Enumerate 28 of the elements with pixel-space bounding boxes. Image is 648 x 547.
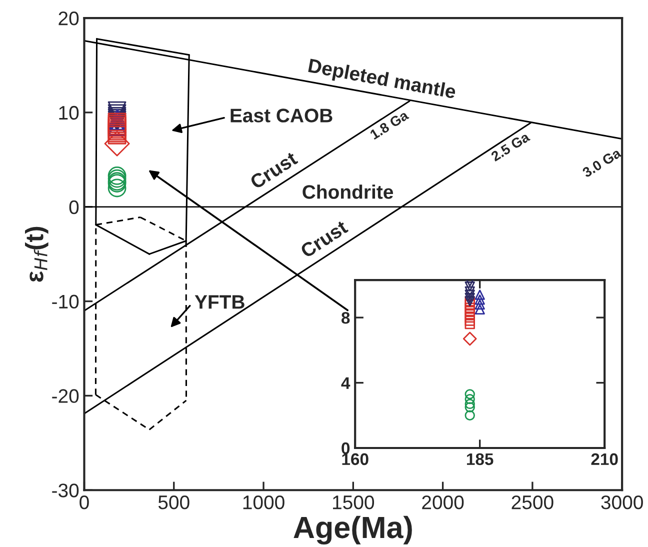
annotation: YFTB [194, 295, 244, 309]
annotation: East CAOB [230, 108, 332, 122]
annotation: 3.0 Ga [582, 147, 622, 178]
x-tick-label: 2500 [512, 495, 554, 510]
x-tick-label: 210 [591, 453, 618, 466]
x-tick-label: 1000 [243, 495, 284, 510]
annotation: 2.5 Ga [490, 131, 531, 162]
x-tick-label: 3000 [601, 495, 643, 510]
text: Depleted mantle [307, 58, 457, 103]
y-tick-label: 8 [342, 312, 350, 324]
x-tick-label: 1500 [333, 495, 374, 510]
x-tick-label: 2000 [422, 495, 464, 510]
y-tick-label: 0 [342, 442, 350, 454]
y-tick-label: -10 [52, 294, 79, 309]
y-tick-label: 10 [59, 106, 79, 120]
x-tick-label: 185 [466, 453, 494, 466]
y-tick-label: 4 [341, 377, 350, 389]
x-tick-label: 500 [158, 495, 190, 510]
x-axis-title: Age(Ma) [294, 516, 412, 544]
y-tick-label: 20 [58, 12, 79, 26]
y-tick-label: -30 [52, 484, 79, 498]
x-tick-label: 160 [342, 453, 368, 466]
annotation: 1.8 Ga [369, 110, 410, 140]
ref-line-label: Chondrite [302, 184, 394, 199]
y-axis-title: ε$_{Hf}$(t) [25, 226, 48, 282]
y-tick-label: -20 [52, 389, 79, 403]
x-tick-label: 0 [80, 495, 89, 510]
y-tick-label: 0 [69, 200, 79, 214]
